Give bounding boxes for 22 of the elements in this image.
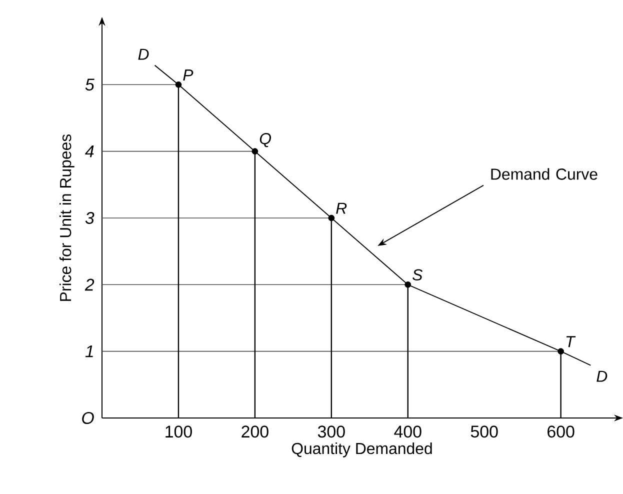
x-axis-title: Quantity Demanded: [292, 442, 432, 458]
annotation: R: [336, 202, 347, 214]
series-label: D: [596, 370, 608, 382]
annotation: Demand Curve: [491, 168, 598, 180]
x-tick-label: 500: [470, 426, 498, 438]
x-tick-label: 600: [548, 426, 574, 438]
y-tick-label: 4: [85, 145, 94, 158]
y-axis-title: Price for Unit in Rupees: [60, 134, 74, 301]
y-tick-label: O: [82, 412, 94, 424]
y-tick-label: 2: [84, 278, 94, 291]
annotation: P: [183, 70, 194, 80]
x-tick-label: 400: [394, 426, 422, 438]
annotation: Q: [260, 133, 272, 148]
annotation: T: [566, 336, 576, 348]
x-tick-label: 200: [242, 426, 268, 438]
x-tick-label: 300: [318, 426, 345, 438]
annotation: S: [412, 269, 423, 280]
y-tick-label: 1: [85, 345, 93, 358]
x-tick-label: 100: [166, 426, 192, 438]
y-tick-label: 5: [85, 78, 94, 91]
text: D: [138, 48, 149, 60]
y-tick-label: 3: [85, 212, 94, 224]
